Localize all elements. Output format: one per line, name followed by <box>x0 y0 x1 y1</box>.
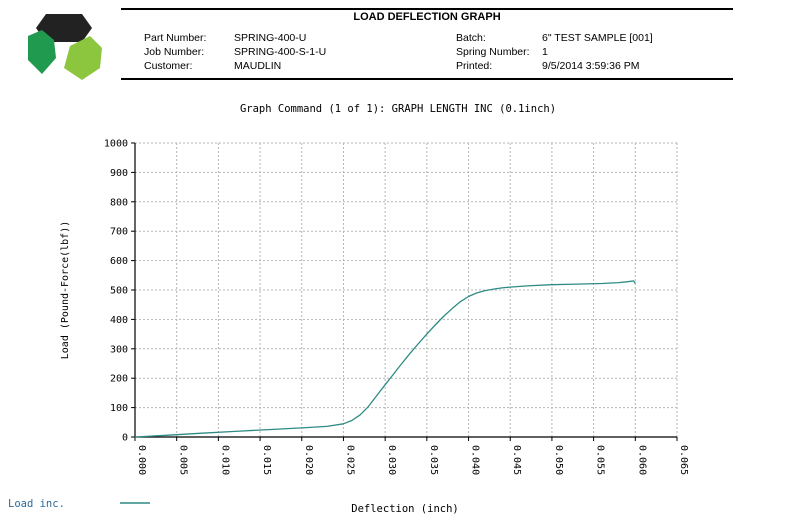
x-tick-label: 0.045 <box>511 445 522 475</box>
y-tick-label: 1000 <box>104 139 128 150</box>
report-header: LOAD DEFLECTION GRAPH Part Number: SPRIN… <box>121 8 733 80</box>
field-value: 1 <box>542 46 548 58</box>
field-label: Printed: <box>456 60 493 72</box>
x-axis-label: Deflection (inch) <box>351 503 458 515</box>
chart-series <box>134 280 636 438</box>
field-value: 9/5/2014 3:59:36 PM <box>542 60 640 72</box>
field-value: SPRING-400-S-1-U <box>234 46 327 58</box>
y-axis-label: Load (Pound-Force(lbf)) <box>60 221 71 359</box>
x-tick-label: 0.040 <box>470 445 481 475</box>
x-tick-label: 0.055 <box>595 445 606 475</box>
x-tick-label: 0.030 <box>386 445 397 475</box>
y-tick-label: 700 <box>110 227 128 238</box>
y-tick-label: 600 <box>110 256 128 267</box>
x-tick-label: 0.000 <box>136 445 147 475</box>
field-value: MAUDLIN <box>234 60 282 72</box>
field-label: Part Number: <box>144 32 207 44</box>
field-value: 6" TEST SAMPLE [001] <box>542 32 653 44</box>
logo-left-hexagon <box>28 30 56 74</box>
x-tick-label: 0.060 <box>636 445 647 475</box>
y-tick-label: 0 <box>122 433 128 444</box>
y-tick-label: 100 <box>110 403 128 414</box>
x-tick-label: 0.065 <box>678 445 689 475</box>
field-value: SPRING-400-U <box>234 32 307 44</box>
field-label: Batch: <box>456 32 486 44</box>
report-title: LOAD DEFLECTION GRAPH <box>353 11 501 23</box>
field-label: Customer: <box>144 60 193 72</box>
field-label: Job Number: <box>144 46 205 58</box>
y-tick-label: 800 <box>110 197 128 208</box>
x-tick-label: 0.015 <box>261 445 272 475</box>
y-tick-label: 900 <box>110 168 128 179</box>
legend-label: Load inc. <box>8 498 65 510</box>
x-tick-label: 0.020 <box>303 445 314 475</box>
logo-right-hexagon <box>64 36 102 80</box>
x-tick-label: 0.005 <box>178 445 189 475</box>
header-bottom-rule <box>121 78 733 80</box>
field-label: Spring Number: <box>456 46 530 58</box>
y-tick-label: 300 <box>110 344 128 355</box>
header-top-rule <box>121 8 733 10</box>
y-tick-label: 200 <box>110 374 128 385</box>
x-tick-label: 0.050 <box>553 445 564 475</box>
x-tick-label: 0.025 <box>344 445 355 475</box>
logo-top-hexagon <box>36 14 92 42</box>
company-logo <box>28 14 102 80</box>
y-tick-label: 500 <box>110 286 128 297</box>
chart-ticks: 0.000 0.005 0.010 0.015 0.020 0.025 0.030 0.035… <box>104 139 689 476</box>
y-tick-label: 400 <box>110 315 128 326</box>
series-line-load-inc <box>134 280 636 438</box>
chart-title: Graph Command (1 of 1): GRAPH LENGTH INC… <box>240 103 556 115</box>
x-tick-label: 0.035 <box>428 445 439 475</box>
chart-grid <box>135 142 678 437</box>
x-tick-label: 0.010 <box>219 445 230 475</box>
